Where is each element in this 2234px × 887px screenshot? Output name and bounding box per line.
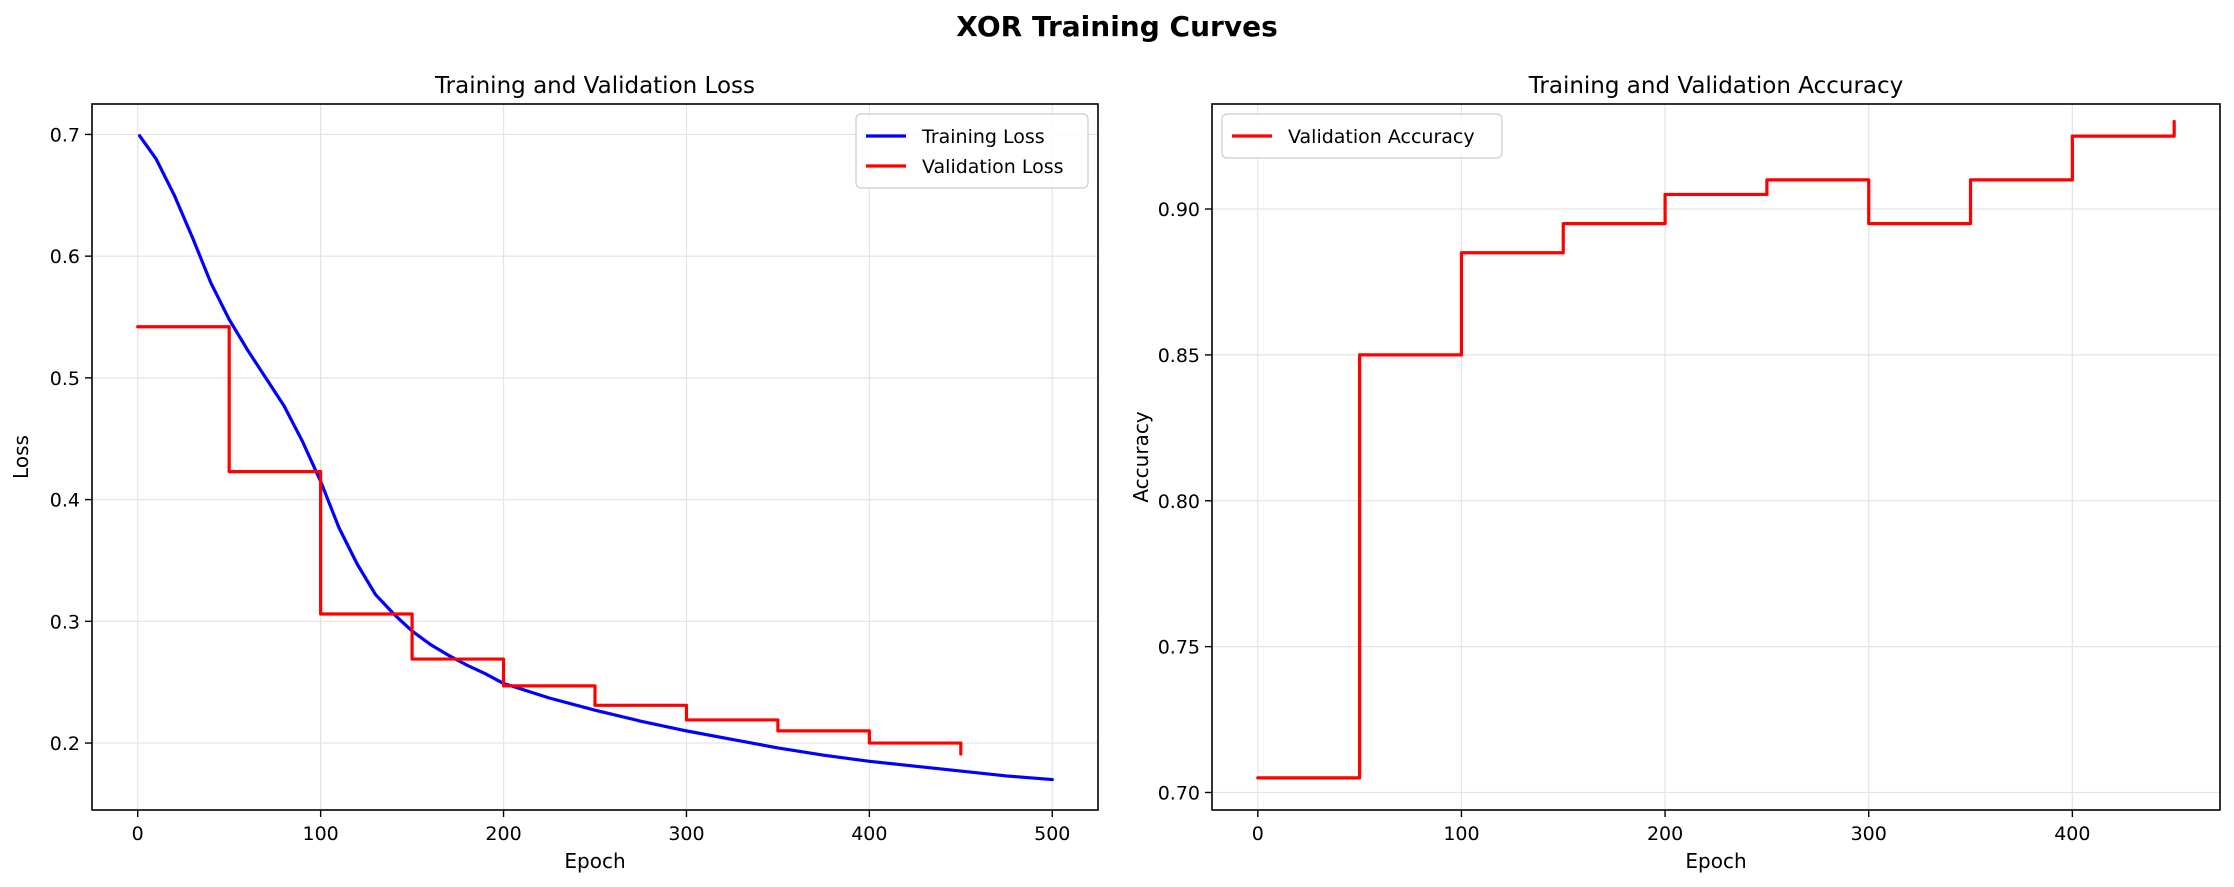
x-tick-label: 500 <box>1034 823 1070 845</box>
x-tick-label: 100 <box>303 823 339 845</box>
chart-title: Training and Validation Loss <box>434 73 755 99</box>
x-tick-label: 400 <box>851 823 887 845</box>
legend: Training Loss Validation Loss <box>855 113 1089 189</box>
y-tick-label: 0.80 <box>1158 491 1200 513</box>
plot-frame <box>91 103 1099 811</box>
x-tick-label: 300 <box>668 823 704 845</box>
legend-box <box>855 113 1089 189</box>
y-axis-label: Loss <box>9 435 33 479</box>
y-tick-label: 0.4 <box>50 490 80 512</box>
chart-title: Training and Validation Accuracy <box>1528 73 1904 99</box>
x-tick-label: 0 <box>132 823 144 845</box>
y-tick-label: 0.6 <box>50 246 80 268</box>
y-tick-label: 0.5 <box>50 368 80 390</box>
x-axis-label: Epoch <box>1685 849 1746 873</box>
y-tick-label: 0.3 <box>50 611 80 633</box>
x-tick-label: 100 <box>1443 823 1479 845</box>
series-line <box>136 325 963 756</box>
loss-chart: 0 100 200 300 400 500 0.2 0.3 0.4 0.5 0.6 0.7 Traini… <box>9 73 1099 873</box>
y-tick-label: 0.90 <box>1158 199 1200 221</box>
x-tick-label: 200 <box>1647 823 1683 845</box>
x-tick-label: 0 <box>1252 823 1264 845</box>
legend-label: Training Loss <box>921 126 1045 148</box>
y-tick-label: 0.75 <box>1158 637 1200 659</box>
legend-box <box>1221 113 1503 159</box>
x-tick-label: 300 <box>1851 823 1887 845</box>
series-line <box>137 134 1054 782</box>
legend: Validation Accuracy <box>1221 113 1503 159</box>
figure-title: XOR Training Curves <box>956 10 1277 43</box>
series-line <box>1256 119 2176 780</box>
plot-frame <box>1211 103 2221 811</box>
legend-label: Validation Loss <box>922 156 1064 178</box>
x-tick-label: 200 <box>485 823 521 845</box>
x-tick-label: 400 <box>2054 823 2090 845</box>
y-tick-label: 0.2 <box>50 733 80 755</box>
accuracy-chart: 0 100 200 300 400 0.70 0.75 0.80 0.85 0.90 Trainin… <box>1129 73 2221 873</box>
y-tick-label: 0.7 <box>50 124 80 146</box>
x-axis-label: Epoch <box>564 849 625 873</box>
y-tick-label: 0.85 <box>1158 345 1200 367</box>
y-axis-label: Accuracy <box>1129 411 1153 502</box>
y-tick-label: 0.70 <box>1158 782 1200 804</box>
legend-label: Validation Accuracy <box>1288 126 1475 148</box>
